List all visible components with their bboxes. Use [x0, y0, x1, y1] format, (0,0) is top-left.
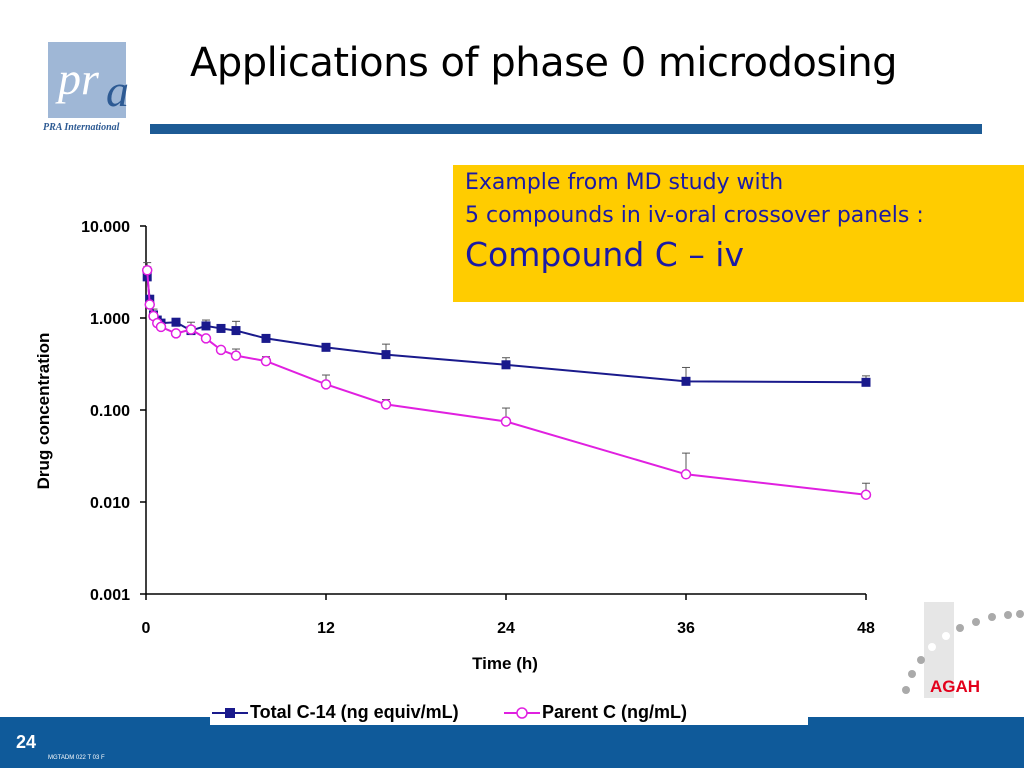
- x-tick-label: 24: [497, 620, 515, 637]
- data-point-total: [861, 377, 871, 387]
- agah-logo-dots: [902, 602, 1024, 698]
- data-point-parent: [260, 355, 272, 367]
- data-point-total: [381, 350, 391, 360]
- data-point-total: [681, 376, 691, 386]
- data-point-parent: [320, 379, 332, 390]
- y-tick-label: 0.001: [90, 587, 130, 604]
- y-axis-label: Drug concentration: [34, 333, 53, 490]
- title-rule: [150, 124, 982, 134]
- x-axis-label: Time (h): [472, 654, 538, 673]
- legend-item-parent: Parent C (ng/mL): [502, 702, 687, 723]
- agah-logo-text: AGAH: [930, 677, 981, 696]
- legend-item-total: Total C-14 (ng equiv/mL): [210, 702, 459, 723]
- y-tick-label: 1.000: [90, 311, 130, 328]
- data-point-parent: [170, 328, 182, 339]
- data-point-parent: [380, 399, 392, 410]
- callout-line-2: 5 compounds in iv-oral crossover panels …: [465, 203, 924, 228]
- data-point-total: [231, 326, 241, 336]
- x-tick-label: 12: [317, 620, 335, 637]
- callout-line-1: Example from MD study with: [465, 170, 784, 195]
- data-point-total: [321, 342, 331, 352]
- callout-box: Example from MD study with 5 compounds i…: [453, 165, 1024, 302]
- data-point-parent: [860, 489, 872, 500]
- page-number: 24: [16, 732, 37, 752]
- data-point-total: [501, 360, 511, 370]
- data-point-parent: [155, 321, 167, 333]
- data-point-total: [171, 317, 181, 327]
- data-point-parent: [200, 333, 212, 344]
- slide-title: Applications of phase 0 microdosing: [190, 40, 898, 86]
- data-point-total: [201, 321, 211, 331]
- agah-logo: AGAH: [896, 600, 1024, 700]
- x-tick-label: 36: [677, 620, 695, 637]
- data-point-parent: [185, 324, 197, 335]
- pra-logo-a: a: [106, 65, 129, 116]
- x-tick-label: 0: [142, 620, 151, 637]
- y-tick-label: 0.100: [90, 403, 130, 420]
- x-tick-label: 48: [857, 620, 875, 637]
- data-point-total: [216, 323, 226, 333]
- data-point-parent: [230, 350, 242, 361]
- data-point-parent: [144, 299, 155, 310]
- footer-bar: 24 MGTADM 022 T 03 F: [0, 717, 1024, 768]
- pra-logo-pr: pr: [58, 53, 99, 104]
- legend-total-label: Total C-14 (ng equiv/mL): [250, 702, 459, 722]
- y-tick-label: 10.000: [81, 219, 130, 236]
- data-point-parent: [215, 344, 227, 356]
- y-tick-label: 0.010: [90, 495, 130, 512]
- legend-parent-label: Parent C (ng/mL): [542, 702, 688, 722]
- data-point-total: [261, 333, 271, 343]
- legend-total-marker: [212, 707, 248, 718]
- data-point-parent: [141, 265, 153, 276]
- data-point-parent: [500, 416, 512, 427]
- pra-logo-box: [48, 42, 126, 118]
- data-point-parent: [680, 469, 692, 480]
- pra-logo-company: PRA International: [43, 122, 120, 133]
- callout-line-3: Compound C – iv: [465, 235, 745, 274]
- legend-parent-marker: [504, 706, 540, 719]
- doc-code: MGTADM 022 T 03 F: [48, 755, 105, 761]
- pra-logo: pr a PRA International: [38, 42, 138, 137]
- chart-legend: Total C-14 (ng equiv/mL) Parent C (ng/mL…: [210, 700, 808, 725]
